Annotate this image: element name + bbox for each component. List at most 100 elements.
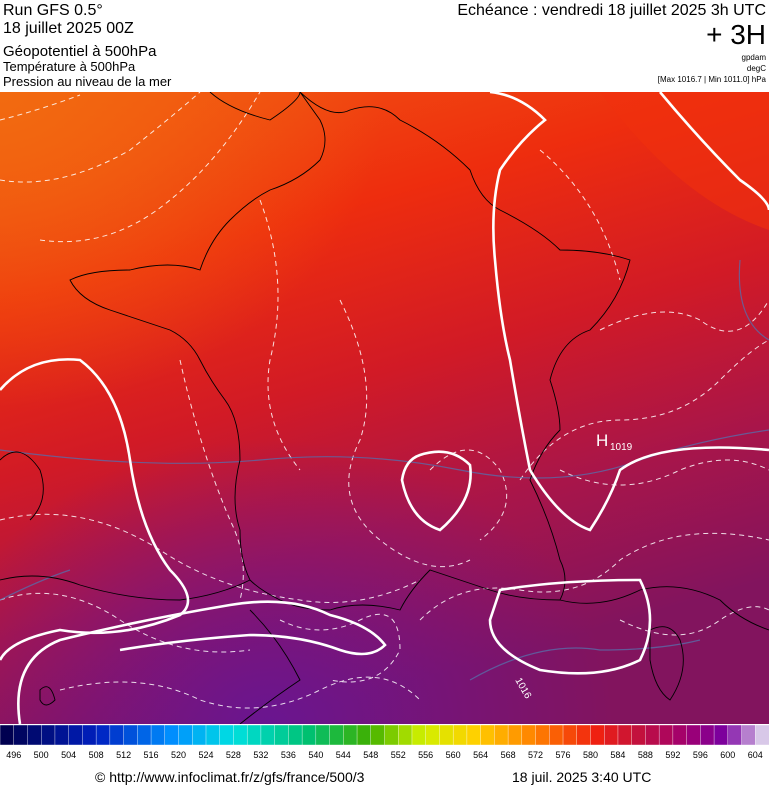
colorbar-swatch: [82, 724, 97, 746]
colorbar-swatch: [0, 724, 15, 746]
colorbar-label: 544: [336, 750, 351, 760]
colorbar-label: 564: [473, 750, 488, 760]
colorbar-label: 508: [89, 750, 104, 760]
colorbar-label: 516: [144, 750, 159, 760]
colorbar-label: 596: [693, 750, 708, 760]
colorbar-label: 540: [308, 750, 323, 760]
colorbar-swatch: [370, 724, 386, 746]
colorbar-swatch: [219, 724, 235, 746]
colorbar-swatch: [700, 724, 715, 746]
colorbar-swatch: [68, 724, 84, 746]
colorbar-label: 576: [556, 750, 571, 760]
colorbar-swatch: [755, 724, 769, 746]
colorbar-label: 584: [610, 750, 625, 760]
colorbar-swatch: [466, 724, 482, 746]
colorbar-label: 548: [363, 750, 378, 760]
run-date: 18 juillet 2025 00Z: [3, 20, 134, 37]
colorbar-swatch: [452, 724, 468, 746]
colorbar-swatch: [727, 724, 743, 746]
colorbar-label: 528: [226, 750, 241, 760]
colorbar-swatch: [40, 724, 56, 746]
colorbar-label: 552: [391, 750, 406, 760]
colorbar-label: 524: [198, 750, 213, 760]
colorbar-swatch: [27, 724, 42, 746]
colorbar-swatch: [439, 724, 454, 746]
colorbar-label: 588: [638, 750, 653, 760]
colorbar-swatch: [645, 724, 660, 746]
colorbar-label: 592: [665, 750, 680, 760]
colorbar-label: 580: [583, 750, 598, 760]
colorbar-label: 536: [281, 750, 296, 760]
field-title: Géopotentiel à 500hPa: [3, 43, 157, 60]
colorbar-label: 600: [720, 750, 735, 760]
colorbar-label: 560: [446, 750, 461, 760]
colorbar-swatch: [507, 724, 523, 746]
colorbar-swatch: [233, 724, 248, 746]
lead-time: + 3H: [706, 19, 766, 50]
field-subtitle: Température à 500hPa: [3, 59, 136, 74]
colorbar-label: 520: [171, 750, 186, 760]
colorbar-swatch: [164, 724, 180, 746]
colorbar-swatch: [13, 724, 29, 746]
colorbar-swatch: [617, 724, 633, 746]
colorbar-swatch: [301, 724, 317, 746]
colorbar-swatch: [54, 724, 70, 746]
colorbar-swatch: [713, 724, 729, 746]
colorbar-swatch: [109, 724, 125, 746]
colorbar-swatch: [288, 724, 303, 746]
colorbar-label: 572: [528, 750, 543, 760]
colorbar-swatch: [590, 724, 605, 746]
colorbar-swatch: [425, 724, 441, 746]
colorbar-swatch: [343, 724, 358, 746]
colorbar-swatch: [315, 724, 331, 746]
colorbar-swatch: [384, 724, 399, 746]
colorbar-swatch: [658, 724, 674, 746]
map: H 1019 1016: [0, 92, 769, 724]
colorbar-swatch: [356, 724, 372, 746]
forecast-time: Echéance : vendredi 18 juillet 2025 3h U…: [457, 2, 766, 19]
colorbar-label: 532: [253, 750, 268, 760]
colorbar-swatch: [480, 724, 496, 746]
colorbar-swatch: [137, 724, 152, 746]
colorbar-label: 504: [61, 750, 76, 760]
colorbar-label: 500: [34, 750, 49, 760]
colorbar-label: 568: [501, 750, 516, 760]
colorbar-label: 556: [418, 750, 433, 760]
timestamp: 18 juil. 2025 3:40 UTC: [512, 769, 651, 785]
colorbar-label: 512: [116, 750, 131, 760]
unit-label: degC: [747, 64, 766, 73]
field-subtitle: Pression au niveau de la mer: [3, 74, 172, 89]
colorbar-swatch: [521, 724, 537, 746]
unit-label: gpdam: [742, 53, 767, 62]
colorbar-swatch: [123, 724, 139, 746]
colorbar-swatch: [411, 724, 427, 746]
colorbar-swatch: [178, 724, 193, 746]
colorbar-swatch: [246, 724, 262, 746]
colorbar-swatch: [192, 724, 207, 746]
colorbar-label: 496: [6, 750, 21, 760]
colorbar-label: 604: [748, 750, 763, 760]
colorbar-swatch: [686, 724, 702, 746]
colorbar-swatch: [95, 724, 111, 746]
colorbar-swatch: [672, 724, 688, 746]
colorbar-swatch: [576, 724, 592, 746]
source-link[interactable]: © http://www.infoclimat.fr/z/gfs/france/…: [95, 769, 365, 785]
high-value: 1019: [610, 442, 633, 453]
colorbar-swatch: [741, 724, 756, 746]
colorbar-swatch: [205, 724, 221, 746]
colorbar-swatch: [494, 724, 509, 746]
colorbar-swatch: [150, 724, 166, 746]
colorbar-swatch: [329, 724, 345, 746]
run-label: Run GFS 0.5°: [3, 2, 103, 19]
colorbar-swatch: [398, 724, 413, 746]
colorbar-swatch: [604, 724, 619, 746]
colorbar-swatch: [562, 724, 578, 746]
high-letter: H: [596, 431, 608, 450]
colorbar-swatch: [260, 724, 276, 746]
colorbar-swatch: [274, 724, 290, 746]
colorbar-swatch: [631, 724, 647, 746]
colorbar: 496 500 504 508 512 516 520 524 528 532 536 540 544 5…: [0, 724, 769, 760]
colorbar-swatch: [549, 724, 564, 746]
pressure-range: [Max 1016.7 | Min 1011.0] hPa: [658, 75, 767, 84]
